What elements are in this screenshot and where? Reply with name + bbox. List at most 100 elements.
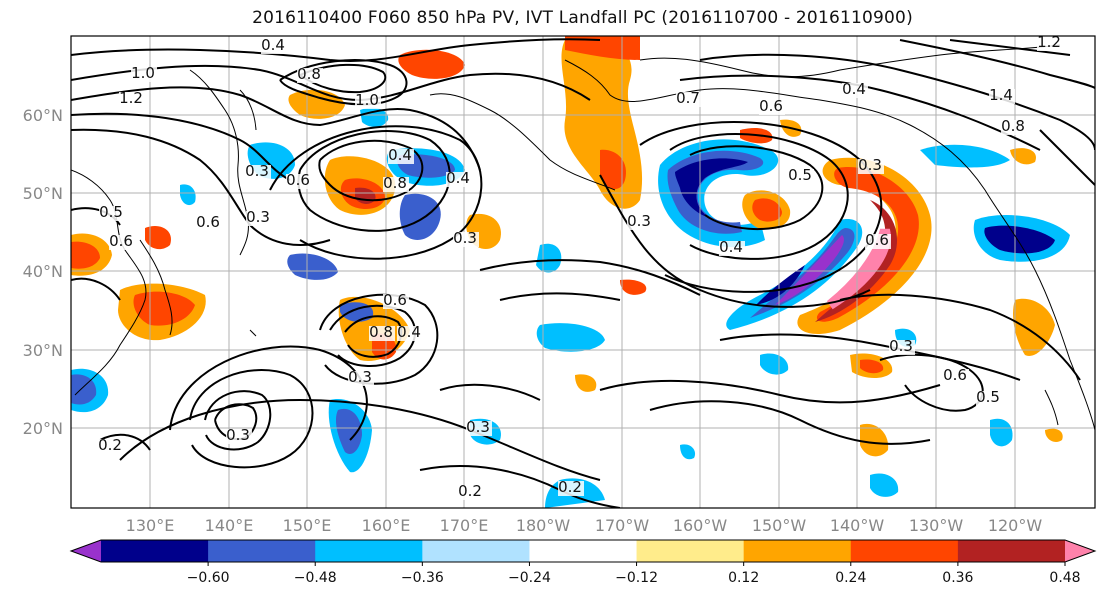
contour-label-bg xyxy=(719,241,745,256)
colorbar-tick-label: −0.48 xyxy=(294,570,337,586)
contour-label-bg xyxy=(858,159,884,174)
contour-label-bg xyxy=(196,216,222,231)
colorbar-segment xyxy=(101,540,209,562)
contour-label: 0.6 xyxy=(865,231,889,249)
colorbar-segment xyxy=(422,540,530,562)
lon-label: 130°W xyxy=(909,516,964,535)
contour-label: 1.0 xyxy=(355,91,379,109)
ivt-contours xyxy=(71,38,1095,508)
contour-label-bg xyxy=(943,369,969,384)
contour-label-bg xyxy=(131,67,157,82)
colorbar-segment xyxy=(743,540,852,562)
contour-label-bg xyxy=(355,94,381,109)
contour-label-bg xyxy=(558,481,584,496)
contour-label: 0.8 xyxy=(383,174,407,192)
lat-label: 50°N xyxy=(23,184,63,203)
contour-label: 0.2 xyxy=(458,482,482,500)
contour-label: 1.4 xyxy=(989,86,1013,104)
lon-label: 180°W xyxy=(516,516,571,535)
contour-label-bg xyxy=(458,485,484,500)
contour-label: 0.3 xyxy=(453,229,477,247)
contour-label-bg xyxy=(369,326,395,341)
lon-label: 160°W xyxy=(673,516,728,535)
colorbar-tick-label: 0.24 xyxy=(835,570,866,586)
contour-label-bg xyxy=(98,439,124,454)
longitude-labels: 130°E 140°E 150°E 160°E 170°E 180°W 170°W 160°W… xyxy=(126,516,1043,535)
lat-label: 40°N xyxy=(23,262,63,281)
contour-label-bg xyxy=(865,234,891,249)
contour-label: 0.3 xyxy=(466,418,490,436)
contour-label-bg xyxy=(1037,36,1063,51)
colorbar-outline xyxy=(69,539,1097,563)
contour-label: 0.8 xyxy=(1001,117,1025,135)
lon-label: 140°E xyxy=(205,516,254,535)
contour-label-bg xyxy=(676,92,702,107)
contour-label-bg xyxy=(627,215,653,230)
colorbar-extend-left xyxy=(71,540,101,562)
contour-label: 1.2 xyxy=(119,89,143,107)
contour-label: 0.2 xyxy=(558,478,582,496)
coastlines xyxy=(71,44,1095,431)
colorbar: −0.60 −0.48 −0.36 −0.24 −0.12 0.12 0.24 0.36 0.4… xyxy=(69,539,1097,586)
contour-label-bg xyxy=(261,39,287,54)
colorbar-segment xyxy=(957,540,1066,562)
contour-label: 0.3 xyxy=(889,337,913,355)
contour-label-bg xyxy=(889,340,915,355)
contour-label-bg xyxy=(109,235,135,250)
contour-label: 0.3 xyxy=(627,212,651,230)
colorbar-segment xyxy=(208,540,316,562)
contour-label: 0.8 xyxy=(369,323,393,341)
contour-label-bg xyxy=(788,169,814,184)
lat-label: 60°N xyxy=(23,106,63,125)
latitude-labels: 60°N 50°N 40°N 30°N 20°N xyxy=(23,106,63,438)
lon-label: 170°E xyxy=(440,516,489,535)
contour-label: 0.6 xyxy=(286,171,310,189)
contour-labels: 0.41.01.20.81.00.60.30.5 0.30.60.60.80.40… xyxy=(98,33,1063,500)
contour-label: 0.3 xyxy=(246,208,270,226)
lon-label: 130°E xyxy=(126,516,175,535)
map-title: 2016110400 F060 850 hPa PV, IVT Landfall… xyxy=(252,8,913,28)
colorbar-tick-label: −0.24 xyxy=(508,570,551,586)
contour-label: 0.8 xyxy=(297,65,321,83)
colorbar-tick-label: −0.36 xyxy=(401,570,444,586)
contour-label-bg xyxy=(383,177,409,192)
contour-label: 0.6 xyxy=(109,232,133,250)
contour-label-bg xyxy=(976,391,1002,406)
colorbar-tick-label: 0.12 xyxy=(728,570,759,586)
contour-label: 0.4 xyxy=(719,238,743,256)
contour-label: 0.3 xyxy=(348,368,372,386)
contour-label-bg xyxy=(286,174,312,189)
contour-label: 0.5 xyxy=(99,203,123,221)
plot-border xyxy=(70,35,1096,509)
contour-label: 0.6 xyxy=(759,97,783,115)
contour-label-bg xyxy=(466,421,492,436)
contour-label: 0.5 xyxy=(976,388,1000,406)
contour-label: 0.3 xyxy=(858,156,882,174)
contour-label: 0.4 xyxy=(397,323,421,341)
contour-label: 0.5 xyxy=(788,166,812,184)
contour-label: 0.4 xyxy=(446,169,470,187)
lon-label: 150°W xyxy=(752,516,807,535)
contour-label-bg xyxy=(1001,120,1027,135)
contour-label: 0.2 xyxy=(98,436,122,454)
contour-label-bg xyxy=(246,211,272,226)
contour-label: 0.4 xyxy=(388,146,412,164)
colorbar-segment xyxy=(636,540,745,562)
lon-label: 170°W xyxy=(595,516,650,535)
contour-label: 0.3 xyxy=(245,162,269,180)
contour-label: 0.3 xyxy=(226,426,250,444)
lat-label: 30°N xyxy=(23,341,63,360)
contour-label-bg xyxy=(226,429,252,444)
contour-label: 1.0 xyxy=(131,64,155,82)
contour-label: 0.4 xyxy=(842,80,866,98)
colorbar-extend-right xyxy=(1065,540,1095,562)
contour-label: 0.6 xyxy=(943,366,967,384)
contour-label-bg xyxy=(245,165,271,180)
colorbar-tick-label: −0.60 xyxy=(187,570,230,586)
contour-label-bg xyxy=(99,206,125,221)
contour-label-bg xyxy=(297,68,323,83)
contour-label: 1.2 xyxy=(1037,33,1061,51)
contour-label-bg xyxy=(453,232,479,247)
colorbar-tick-label: 0.36 xyxy=(942,570,973,586)
